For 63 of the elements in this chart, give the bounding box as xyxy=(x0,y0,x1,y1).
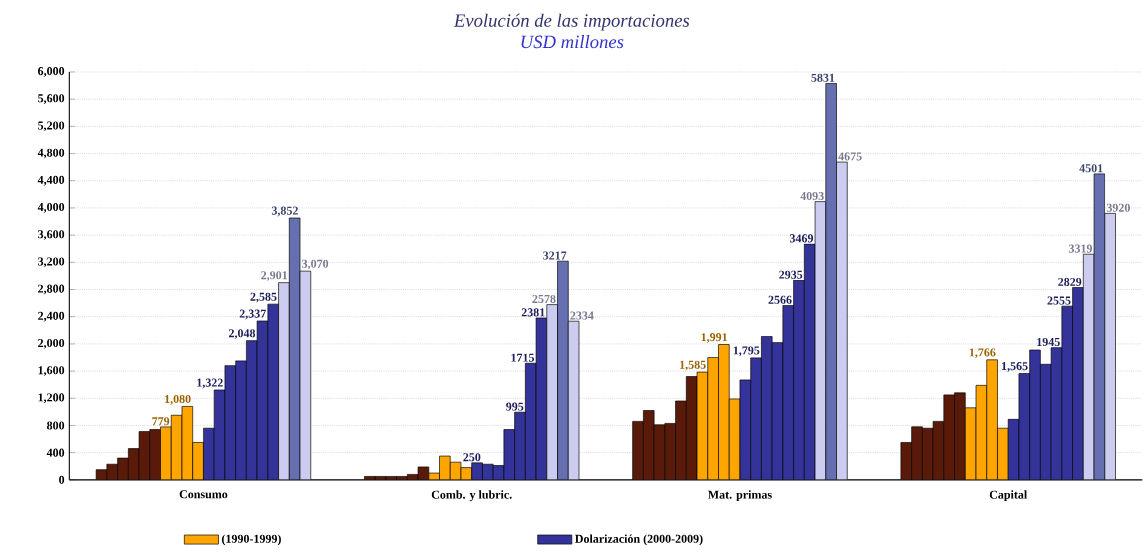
bar xyxy=(836,161,848,480)
y-tick-label: 2,000 xyxy=(38,339,65,349)
data-label: 2829 xyxy=(1058,277,1082,287)
y-tick-label: 3,200 xyxy=(38,257,65,268)
y-tick-label: 0 xyxy=(59,475,65,484)
data-label: 3920 xyxy=(1106,203,1130,212)
y-tick-label: 400 xyxy=(46,448,65,457)
data-label: 3469 xyxy=(789,234,814,243)
data-label: 3,070 xyxy=(302,259,329,270)
data-label: 2935 xyxy=(779,270,803,279)
data-label: 779 xyxy=(152,417,170,426)
data-label: 1715 xyxy=(511,353,535,362)
bar xyxy=(557,260,569,480)
data-label: 250 xyxy=(463,453,481,462)
data-label: 995 xyxy=(506,402,524,411)
data-label: 1945 xyxy=(1037,338,1060,347)
bar xyxy=(546,304,558,480)
data-label: 2381 xyxy=(521,308,545,317)
data-label: 1,585 xyxy=(680,360,706,371)
data-label: 2566 xyxy=(768,295,792,304)
y-tick-label: 2,400 xyxy=(38,311,65,322)
data-label: 1,795 xyxy=(733,346,760,357)
data-label: 1,565 xyxy=(1002,362,1028,372)
data-label: 2,048 xyxy=(229,329,256,340)
data-label: 3,852 xyxy=(271,206,298,217)
data-label: 1,080 xyxy=(165,395,191,405)
y-tick-label: 6,000 xyxy=(38,67,65,77)
data-label: 2,337 xyxy=(239,309,266,320)
data-label: 2334 xyxy=(570,311,594,320)
y-tick-label: 2,800 xyxy=(38,284,65,295)
data-label: 3217 xyxy=(543,251,567,260)
x-tick-label: Comb. y lubric. xyxy=(431,490,512,502)
y-tick-label: 4,400 xyxy=(37,175,65,186)
chart-subtitle: USD millones xyxy=(521,35,624,49)
data-label: 4675 xyxy=(838,152,862,161)
x-tick-label: Consumo xyxy=(179,490,228,499)
legend-label: (1990-1999) xyxy=(221,534,281,546)
data-label: 5831 xyxy=(811,73,835,82)
data-label: 1,991 xyxy=(701,333,727,343)
data-label: 1,322 xyxy=(197,378,223,389)
legend-label: Dolarización (2000-2009) xyxy=(575,534,703,546)
bar xyxy=(1104,213,1116,480)
y-tick-label: 3,600 xyxy=(38,230,65,241)
bar xyxy=(825,83,837,480)
data-label: 2578 xyxy=(532,294,556,304)
chart-title: Evolución de las importaciones xyxy=(453,13,690,31)
data-label: 1,766 xyxy=(969,348,996,359)
data-label: 2555 xyxy=(1047,296,1071,305)
data-label: 2,901 xyxy=(261,271,288,282)
y-tick-label: 5,200 xyxy=(38,121,65,132)
data-label: 2,585 xyxy=(250,292,277,303)
x-tick-label: Mat. primas xyxy=(708,490,772,502)
data-label: 4501 xyxy=(1079,164,1103,173)
x-tick-label: Capital xyxy=(989,490,1028,502)
y-tick-label: 4,800 xyxy=(37,148,65,159)
y-tick-label: 4,000 xyxy=(37,203,65,213)
y-tick-label: 800 xyxy=(47,421,65,430)
y-tick-label: 1,600 xyxy=(38,366,65,377)
y-tick-label: 5,600 xyxy=(38,94,65,105)
data-label: 3319 xyxy=(1068,244,1093,253)
bar xyxy=(278,282,290,480)
y-tick-label: 1,200 xyxy=(38,393,65,404)
data-label: 4093 xyxy=(800,191,824,201)
